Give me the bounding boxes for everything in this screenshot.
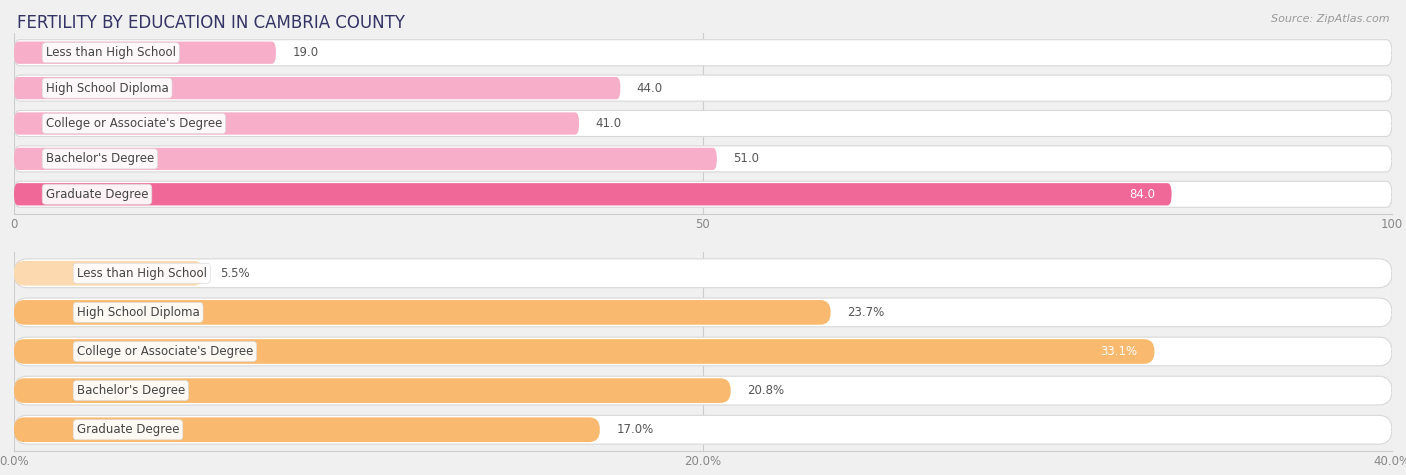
FancyBboxPatch shape: [14, 298, 1392, 327]
Text: 51.0: 51.0: [734, 152, 759, 165]
FancyBboxPatch shape: [14, 337, 1392, 366]
FancyBboxPatch shape: [14, 300, 831, 325]
FancyBboxPatch shape: [14, 259, 1392, 288]
Text: High School Diploma: High School Diploma: [46, 82, 169, 95]
FancyBboxPatch shape: [14, 418, 600, 442]
Text: 84.0: 84.0: [1129, 188, 1154, 201]
FancyBboxPatch shape: [14, 113, 579, 134]
FancyBboxPatch shape: [14, 339, 1154, 364]
Text: Graduate Degree: Graduate Degree: [46, 188, 148, 201]
FancyBboxPatch shape: [14, 75, 1392, 101]
FancyBboxPatch shape: [14, 261, 204, 285]
FancyBboxPatch shape: [14, 148, 717, 170]
FancyBboxPatch shape: [14, 111, 1392, 136]
FancyBboxPatch shape: [14, 42, 276, 64]
FancyBboxPatch shape: [14, 40, 1392, 66]
Text: High School Diploma: High School Diploma: [77, 306, 200, 319]
FancyBboxPatch shape: [14, 146, 1392, 172]
Text: 44.0: 44.0: [637, 82, 664, 95]
Text: 33.1%: 33.1%: [1101, 345, 1137, 358]
Text: 5.5%: 5.5%: [221, 267, 250, 280]
FancyBboxPatch shape: [14, 181, 1392, 207]
Text: Bachelor's Degree: Bachelor's Degree: [77, 384, 186, 397]
Text: Less than High School: Less than High School: [77, 267, 207, 280]
Text: 17.0%: 17.0%: [616, 423, 654, 436]
Text: 41.0: 41.0: [596, 117, 621, 130]
Text: Bachelor's Degree: Bachelor's Degree: [46, 152, 155, 165]
FancyBboxPatch shape: [14, 77, 620, 99]
Text: Less than High School: Less than High School: [46, 46, 176, 59]
Text: 23.7%: 23.7%: [846, 306, 884, 319]
FancyBboxPatch shape: [14, 183, 1171, 205]
FancyBboxPatch shape: [14, 415, 1392, 444]
Text: 19.0: 19.0: [292, 46, 319, 59]
Text: FERTILITY BY EDUCATION IN CAMBRIA COUNTY: FERTILITY BY EDUCATION IN CAMBRIA COUNTY: [17, 14, 405, 32]
FancyBboxPatch shape: [14, 376, 1392, 405]
Text: College or Associate's Degree: College or Associate's Degree: [46, 117, 222, 130]
Text: College or Associate's Degree: College or Associate's Degree: [77, 345, 253, 358]
Text: Graduate Degree: Graduate Degree: [77, 423, 179, 436]
FancyBboxPatch shape: [14, 378, 731, 403]
Text: 20.8%: 20.8%: [747, 384, 785, 397]
Text: Source: ZipAtlas.com: Source: ZipAtlas.com: [1271, 14, 1389, 24]
